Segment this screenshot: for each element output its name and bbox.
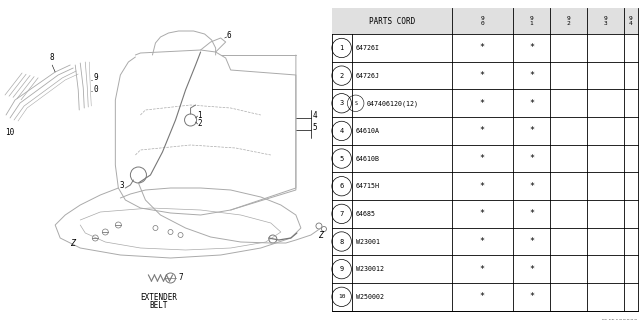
Text: Z: Z bbox=[70, 238, 75, 247]
Text: 64726J: 64726J bbox=[356, 73, 380, 79]
Text: *: * bbox=[480, 237, 484, 246]
Text: 7: 7 bbox=[179, 274, 183, 283]
Text: PARTS CORD: PARTS CORD bbox=[369, 17, 415, 26]
Text: *: * bbox=[480, 209, 484, 218]
Text: W250002: W250002 bbox=[356, 294, 383, 300]
Text: 9
1: 9 1 bbox=[529, 16, 533, 26]
Text: S: S bbox=[354, 101, 357, 106]
Text: 9: 9 bbox=[93, 74, 98, 83]
Text: 1: 1 bbox=[198, 111, 202, 121]
Text: 8: 8 bbox=[50, 53, 54, 62]
Text: *: * bbox=[480, 71, 484, 80]
Text: 7: 7 bbox=[339, 211, 344, 217]
Text: 8: 8 bbox=[339, 238, 344, 244]
Text: EXTENDER: EXTENDER bbox=[140, 293, 177, 302]
Text: *: * bbox=[529, 126, 534, 135]
Text: 2: 2 bbox=[339, 73, 344, 79]
Text: *: * bbox=[529, 237, 534, 246]
Text: Z: Z bbox=[319, 230, 323, 239]
Text: *: * bbox=[480, 265, 484, 274]
Text: *: * bbox=[480, 126, 484, 135]
Text: 1: 1 bbox=[339, 45, 344, 51]
Text: W230012: W230012 bbox=[356, 266, 383, 272]
Text: 10: 10 bbox=[5, 128, 14, 137]
Text: *: * bbox=[529, 265, 534, 274]
Bar bbox=[332, 8, 638, 34]
Text: W23001: W23001 bbox=[356, 238, 380, 244]
Text: 64610B: 64610B bbox=[356, 156, 380, 162]
Text: 9
4: 9 4 bbox=[629, 16, 633, 26]
Text: 64715H: 64715H bbox=[356, 183, 380, 189]
Text: *: * bbox=[529, 154, 534, 163]
Text: *: * bbox=[529, 71, 534, 80]
Text: 10: 10 bbox=[338, 294, 346, 299]
Text: *: * bbox=[480, 44, 484, 52]
Text: 4: 4 bbox=[313, 111, 317, 121]
Text: 3: 3 bbox=[339, 100, 344, 106]
Text: BELT: BELT bbox=[149, 301, 168, 310]
Text: 6: 6 bbox=[227, 30, 231, 39]
Text: *: * bbox=[529, 44, 534, 52]
Text: *: * bbox=[480, 154, 484, 163]
Text: *: * bbox=[480, 182, 484, 191]
Text: 64610A: 64610A bbox=[356, 128, 380, 134]
Text: 64726I: 64726I bbox=[356, 45, 380, 51]
Text: 6: 6 bbox=[339, 183, 344, 189]
Text: *: * bbox=[529, 182, 534, 191]
Text: A645A00033: A645A00033 bbox=[600, 318, 638, 320]
Text: 9: 9 bbox=[339, 266, 344, 272]
Text: 9
2: 9 2 bbox=[566, 16, 570, 26]
Text: *: * bbox=[529, 99, 534, 108]
Text: 4: 4 bbox=[339, 128, 344, 134]
Text: 0: 0 bbox=[93, 84, 98, 93]
Text: 047406120(12): 047406120(12) bbox=[367, 100, 419, 107]
Text: 5: 5 bbox=[339, 156, 344, 162]
Text: *: * bbox=[480, 99, 484, 108]
Text: 9
3: 9 3 bbox=[604, 16, 607, 26]
Text: 2: 2 bbox=[198, 119, 202, 129]
Text: 3: 3 bbox=[120, 180, 124, 189]
Text: 5: 5 bbox=[313, 124, 317, 132]
Text: 64685: 64685 bbox=[356, 211, 376, 217]
Text: *: * bbox=[529, 292, 534, 301]
Text: *: * bbox=[480, 292, 484, 301]
Text: *: * bbox=[529, 209, 534, 218]
Text: 9
0: 9 0 bbox=[481, 16, 484, 26]
